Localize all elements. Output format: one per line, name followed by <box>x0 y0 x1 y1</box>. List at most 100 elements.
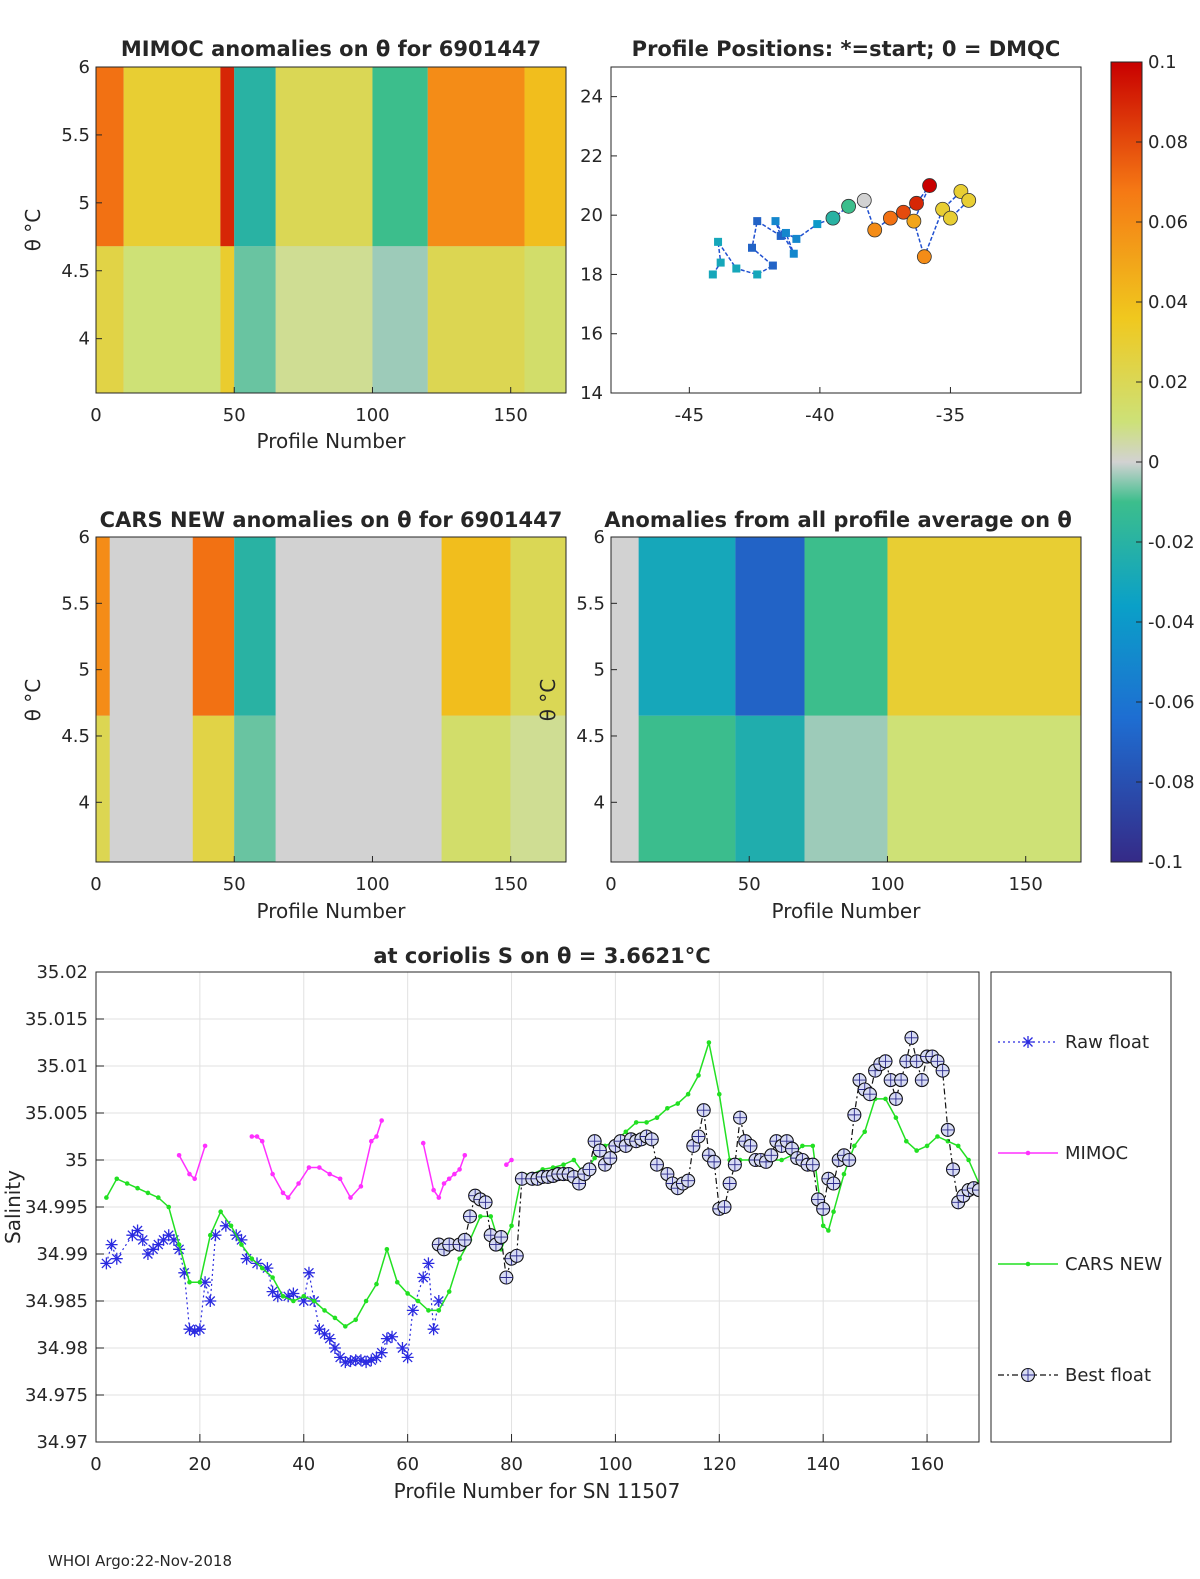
y-tick-label: 22 <box>580 146 603 167</box>
data-point <box>462 1153 468 1158</box>
data-point <box>270 1171 275 1177</box>
data-point <box>909 1054 924 1069</box>
data-point <box>633 1120 639 1125</box>
data-point <box>452 1171 457 1177</box>
data-point <box>733 1110 748 1125</box>
dmqc-position-marker <box>916 249 932 265</box>
data-point <box>178 1266 191 1279</box>
data-point <box>654 1115 660 1120</box>
data-point <box>280 1190 286 1196</box>
x-tick-label: 80 <box>500 1454 523 1475</box>
data-point <box>592 1143 607 1158</box>
data-point <box>675 1101 681 1106</box>
data-point <box>841 1171 847 1177</box>
legend-item: CARS NEW <box>998 1254 1162 1275</box>
data-point <box>199 1276 212 1289</box>
x-tick-label: 0 <box>90 405 101 426</box>
data-point <box>368 1138 374 1144</box>
data-point <box>914 1073 929 1088</box>
data-point <box>706 1040 712 1045</box>
cars-anomaly-panel: CARS NEW anomalies on θ for 6901447 0 50 1… <box>21 508 567 923</box>
colorbar-tick-label: -0.1 <box>1148 852 1183 873</box>
data-point <box>204 1295 217 1307</box>
data-point <box>945 1162 961 1177</box>
data-point <box>114 1176 120 1182</box>
data-point <box>499 1270 514 1285</box>
data-point <box>135 1185 140 1191</box>
heatmap-cell <box>638 715 736 862</box>
y-tick-label: 35.005 <box>25 1103 88 1124</box>
data-point <box>152 1238 165 1251</box>
all-profile-panel-title: Anomalies from all profile average on θ <box>604 508 1072 532</box>
data-point <box>504 1162 509 1167</box>
raw-position-marker <box>748 243 756 252</box>
y-tick-label: 35.02 <box>36 962 88 983</box>
data-point <box>571 1157 577 1163</box>
salinity-legend: Raw float MIMOC CARS NEW Best float <box>990 971 1172 1443</box>
data-point <box>131 1224 144 1237</box>
data-point <box>306 1165 312 1170</box>
data-point <box>105 1238 118 1251</box>
data-point <box>322 1308 327 1313</box>
colorbar-tick-label: -0.04 <box>1148 612 1195 633</box>
data-point <box>353 1317 359 1323</box>
y-tick-label: 34.985 <box>25 1291 88 1312</box>
data-point <box>254 1134 260 1139</box>
colorbar-tick-label: -0.06 <box>1148 692 1195 713</box>
series-mimoc <box>176 1118 514 1200</box>
data-point <box>297 1295 310 1307</box>
data-point <box>592 1155 597 1161</box>
data-point <box>384 1247 390 1252</box>
colorbar-tick-label: 0.1 <box>1148 52 1177 73</box>
dmqc-position-marker <box>961 192 977 208</box>
data-point <box>488 1214 494 1219</box>
raw-position-marker <box>776 231 785 240</box>
data-point <box>126 1229 139 1242</box>
data-point <box>282 1290 295 1303</box>
data-point <box>207 1232 213 1238</box>
data-point <box>924 1143 930 1149</box>
data-point <box>623 1129 629 1135</box>
data-point <box>313 1323 326 1336</box>
data-point <box>707 1154 722 1169</box>
y-tick-label: 34.97 <box>36 1432 88 1453</box>
y-tick-label: 4.5 <box>61 726 90 747</box>
raw-position-marker <box>708 270 717 279</box>
data-point <box>136 1233 149 1246</box>
data-point <box>394 1279 400 1285</box>
y-tick-label: 5.5 <box>61 593 90 614</box>
y-tick-label: 6 <box>79 527 90 548</box>
x-tick-label: 100 <box>355 874 389 895</box>
legend-item: Raw float <box>998 1032 1149 1053</box>
data-point <box>696 1103 711 1118</box>
heatmap-cell <box>96 715 110 862</box>
data-point <box>764 1148 779 1163</box>
heatmap-cell <box>524 67 566 247</box>
data-point <box>427 1323 440 1336</box>
data-point <box>110 1252 123 1265</box>
data-point <box>296 1181 301 1186</box>
data-point <box>904 1030 919 1045</box>
data-point <box>441 1181 447 1186</box>
colorbar-tick-label: 0.08 <box>1148 132 1188 153</box>
footer-credit: WHOI Argo:22-Nov-2018 <box>48 1552 232 1570</box>
mimoc-panel-title: MIMOC anomalies on θ for 6901447 <box>121 37 541 61</box>
x-tick-label: -45 <box>675 405 704 426</box>
data-point <box>187 1279 192 1285</box>
data-point <box>374 1134 379 1139</box>
heatmap-cell <box>611 715 639 862</box>
colorbar: 0.1 0.08 0.06 0.04 0.02 0 -0.02 -0.04 -0.06 -0.08… <box>1110 52 1195 873</box>
data-point <box>202 1143 208 1149</box>
all-profile-x-axis-label: Profile Number <box>772 899 922 923</box>
data-point <box>722 1176 737 1191</box>
data-point <box>422 1257 435 1270</box>
heatmap-cell <box>234 537 276 716</box>
x-tick-label: 150 <box>494 405 528 426</box>
heatmap-cell <box>441 715 511 862</box>
dmqc-position-marker <box>922 178 937 193</box>
data-point <box>561 1162 566 1167</box>
data-point <box>842 1152 857 1168</box>
data-point <box>370 1351 383 1364</box>
x-tick-label: 20 <box>188 1454 211 1475</box>
